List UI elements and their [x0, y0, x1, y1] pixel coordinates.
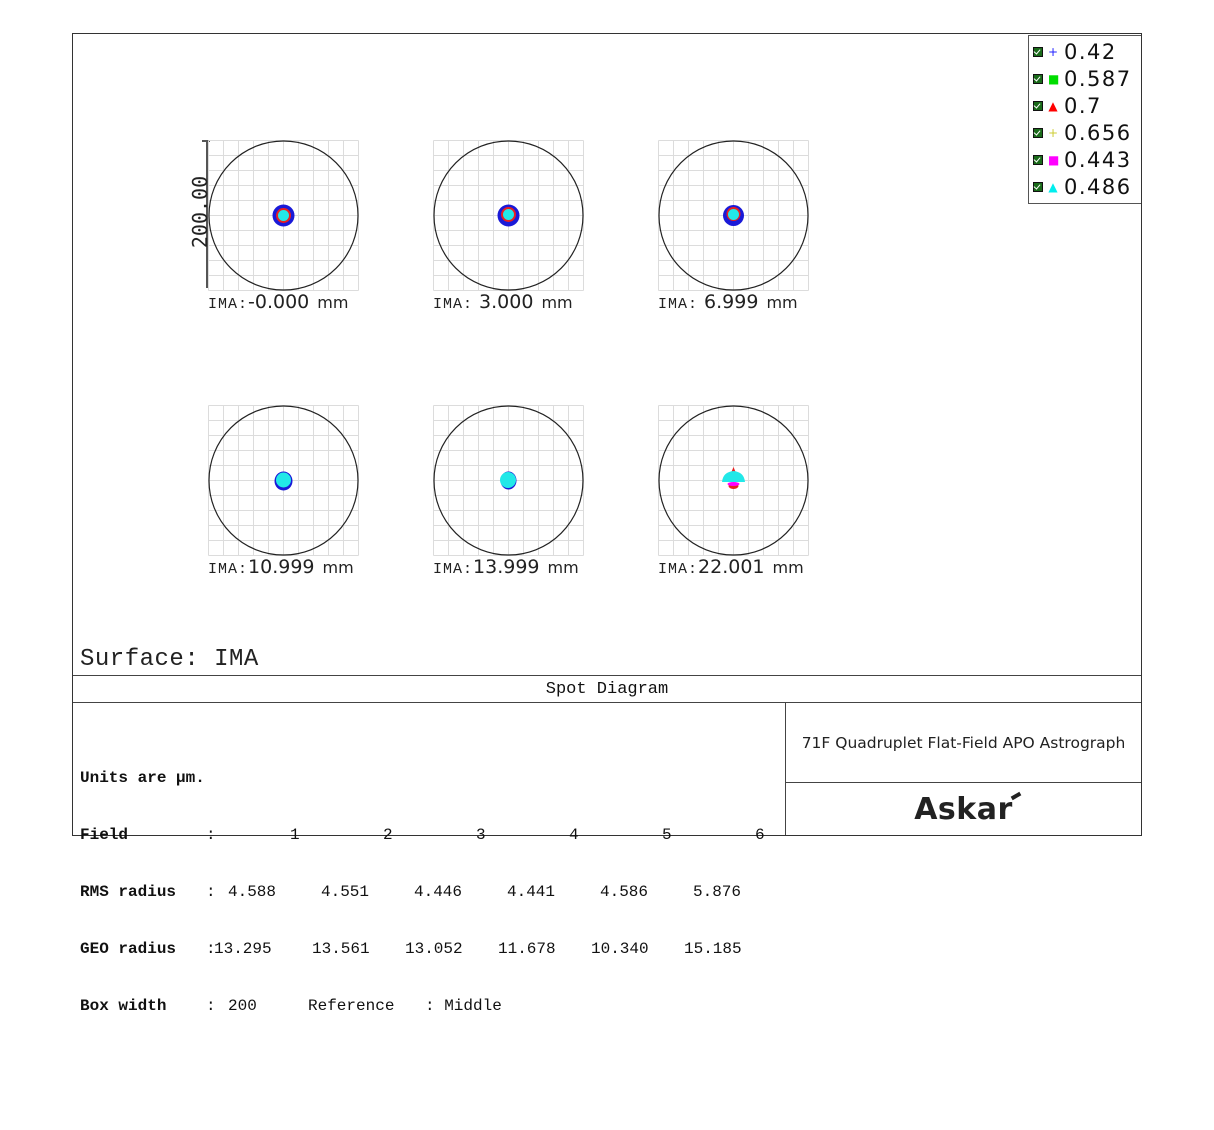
- legend-item-0.42[interactable]: + 0.42: [1029, 38, 1141, 65]
- plus-marker-icon: +: [1048, 125, 1059, 140]
- spot-label-1: IMA:-0.000 mm: [208, 291, 349, 313]
- checkbox-checked-icon[interactable]: [1033, 73, 1043, 84]
- box-width-row: Box width : 200 Reference : Middle: [80, 997, 502, 1015]
- field-row: Field : 1 2 3 4 5 6: [80, 826, 765, 844]
- spot-plot-6: [658, 405, 809, 556]
- spot-label-3: IMA: 6.999 mm: [658, 291, 798, 313]
- spot-label-4: IMA:10.999 mm: [208, 556, 354, 578]
- square-marker-icon: ■: [1048, 152, 1060, 167]
- chart-title: Spot Diagram: [73, 676, 1141, 703]
- spot-field-5: IMA:13.999 mm: [433, 405, 584, 578]
- checkbox-checked-icon[interactable]: [1033, 154, 1043, 165]
- rms-row: RMS radius : 4.588 4.551 4.446 4.441 4.5…: [80, 883, 742, 901]
- checkbox-checked-icon[interactable]: [1033, 100, 1043, 111]
- legend-item-0.443[interactable]: ■ 0.443: [1029, 146, 1141, 173]
- legend-item-0.656[interactable]: + 0.656: [1029, 119, 1141, 146]
- stats-panel: Units are µm. Field : 1 2 3 4 5 6 RMS ra…: [73, 703, 786, 1015]
- brand-logo: Askar: [914, 791, 1022, 827]
- spot-plot-4: [208, 405, 359, 556]
- checkbox-checked-icon[interactable]: [1033, 127, 1043, 138]
- spot-label-5: IMA:13.999 mm: [433, 556, 579, 578]
- plot-area: Surface: IMA: [73, 34, 1141, 676]
- wavelength-legend: + 0.42 ■ 0.587 ▲ 0.7 + 0.656 ■ 0.443 ▲ 0…: [1028, 35, 1141, 204]
- legend-item-0.587[interactable]: ■ 0.587: [1029, 65, 1141, 92]
- legend-item-0.486[interactable]: ▲ 0.486: [1029, 173, 1141, 200]
- spot-label-6: IMA:22.001 mm: [658, 556, 804, 578]
- units-line: Units are µm.: [80, 769, 205, 787]
- plus-marker-icon: +: [1048, 44, 1059, 59]
- spot-plot-5: [433, 405, 584, 556]
- spot-plot-1: [208, 140, 359, 291]
- geo-row: GEO radius : 13.295 13.561 13.052 11.678…: [80, 940, 742, 958]
- product-name: 71F Quadruplet Flat-Field APO Astrograph: [786, 703, 1141, 783]
- spot-label-2: IMA: 3.000 mm: [433, 291, 573, 313]
- spot-plot-2: [433, 140, 584, 291]
- spot-field-1: IMA:-0.000 mm: [208, 140, 359, 313]
- surface-label: Surface: IMA: [80, 646, 259, 673]
- spot-plot-3: [658, 140, 809, 291]
- checkbox-checked-icon[interactable]: [1033, 46, 1043, 57]
- square-marker-icon: ■: [1048, 71, 1060, 86]
- triangle-marker-icon: ▲: [1048, 179, 1058, 194]
- spot-field-3: IMA: 6.999 mm: [658, 140, 809, 313]
- spot-field-2: IMA: 3.000 mm: [433, 140, 584, 313]
- legend-item-0.7[interactable]: ▲ 0.7: [1029, 92, 1141, 119]
- checkbox-checked-icon[interactable]: [1033, 181, 1043, 192]
- spot-field-4: IMA:10.999 mm: [208, 405, 359, 578]
- triangle-marker-icon: ▲: [1048, 98, 1058, 113]
- scale-bar: [206, 140, 208, 288]
- spot-field-6: IMA:22.001 mm: [658, 405, 809, 578]
- stats-text: Units are µm. Field : 1 2 3 4 5 6 RMS ra…: [80, 731, 765, 1054]
- brand-area: Askar: [786, 783, 1141, 835]
